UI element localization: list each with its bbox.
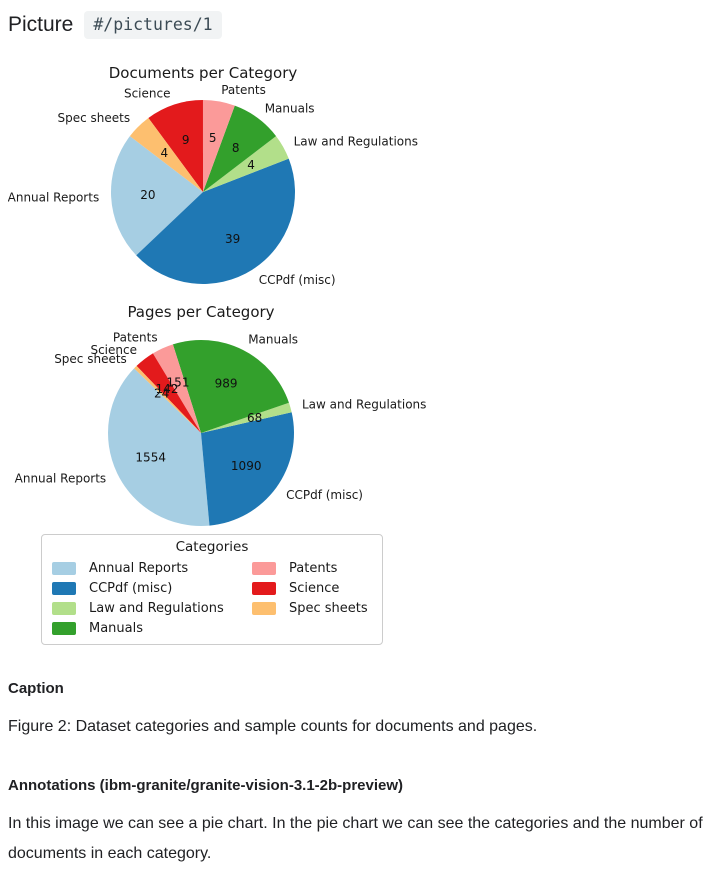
legend-swatch-patents bbox=[252, 561, 276, 575]
legend-label-science: Science bbox=[289, 580, 340, 596]
page: Picture #/pictures/1 Documents per Categ… bbox=[8, 10, 716, 869]
annotations-heading: Annotations (ibm-granite/granite-vision-… bbox=[8, 777, 404, 794]
pie-label-patents: Patents bbox=[221, 83, 266, 97]
pie-value-ccpdf-misc: 39 bbox=[225, 232, 240, 246]
pie-value-law-and-regulations: 68 bbox=[247, 411, 262, 425]
documents-per-category-pie-chart: Documents per Category 20 Annual Reports 39… bbox=[8, 64, 418, 287]
annotations-text: In this image we can see a pie chart. In… bbox=[8, 815, 703, 862]
legend-entry-ccpdf-misc: CCPdf (misc) bbox=[52, 578, 252, 598]
pie-value-ccpdf-misc: 1090 bbox=[231, 459, 262, 473]
legend-label-annual-reports: Annual Reports bbox=[89, 560, 189, 576]
pie-label-spec-sheets: Spec sheets bbox=[54, 352, 127, 366]
pie-slice-ccpdf-misc bbox=[201, 412, 294, 526]
pie-label-science: Science bbox=[90, 343, 137, 357]
pie-slice-manuals bbox=[203, 105, 277, 192]
pie-value-patents: 5 bbox=[209, 131, 217, 145]
figure-caption-text: Figure 2: Dataset categories and sample … bbox=[8, 718, 538, 735]
pie-slice-patents bbox=[152, 344, 201, 433]
pie-label-patents: Patents bbox=[113, 331, 158, 345]
pie-label-annual-reports: Annual Reports bbox=[8, 191, 99, 205]
legend-swatch-spec-sheets bbox=[252, 601, 276, 615]
pie-slice-science bbox=[148, 100, 203, 192]
picture-path-code: #/pictures/1 bbox=[84, 11, 222, 39]
legend-entry-law-and-regulations: Law and Regulations bbox=[52, 598, 252, 618]
pie-slice-annual-reports bbox=[108, 368, 210, 526]
pie-slice-spec-sheets bbox=[134, 365, 201, 433]
legend-swatch-science bbox=[252, 581, 276, 595]
documents-per-category-title: Documents per Category bbox=[109, 64, 298, 82]
legend-entry-patents: Patents bbox=[252, 558, 372, 578]
pie-slice-manuals bbox=[172, 339, 289, 433]
pie-value-annual-reports: 1554 bbox=[135, 450, 166, 464]
pie-value-manuals: 8 bbox=[232, 141, 240, 155]
pie-label-manuals: Manuals bbox=[248, 332, 298, 346]
pages-per-category-pie-chart: Pages per Category 1554 Annual Reports 1090… bbox=[15, 303, 426, 526]
pie-label-law-and-regulations: Law and Regulations bbox=[302, 397, 426, 411]
pie-slice-law-and-regulations bbox=[201, 402, 292, 433]
pie-value-manuals: 989 bbox=[215, 376, 238, 390]
pie-label-science: Science bbox=[124, 87, 171, 101]
pie-slice-patents bbox=[202, 99, 235, 192]
pie-value-patents: 151 bbox=[167, 375, 190, 389]
legend-grid: Annual Reports CCPdf (misc) Law and Regula… bbox=[52, 558, 372, 638]
pie-slice-annual-reports bbox=[110, 136, 203, 256]
pie-value-spec-sheets: 4 bbox=[160, 146, 168, 160]
pie-value-law-and-regulations: 4 bbox=[247, 158, 255, 172]
legend-label-spec-sheets: Spec sheets bbox=[289, 600, 368, 616]
legend-swatch-manuals bbox=[52, 621, 76, 635]
legend-entry-spec-sheets: Spec sheets bbox=[252, 598, 372, 618]
pie-value-annual-reports: 20 bbox=[140, 188, 155, 202]
pie-label-manuals: Manuals bbox=[265, 102, 315, 116]
pie-label-annual-reports: Annual Reports bbox=[15, 472, 107, 486]
pie-slice-ccpdf-misc bbox=[136, 158, 296, 285]
caption-heading: Caption bbox=[8, 680, 64, 697]
figure-image: Documents per Category 20 Annual Reports 39… bbox=[8, 60, 468, 645]
legend-label-law-and-regulations: Law and Regulations bbox=[89, 600, 224, 616]
pie-slice-law-and-regulations bbox=[203, 136, 289, 192]
picture-title: Picture bbox=[8, 13, 74, 36]
legend-swatch-annual-reports bbox=[52, 561, 76, 575]
picture-header: Picture #/pictures/1 bbox=[8, 10, 716, 40]
pie-label-law-and-regulations: Law and Regulations bbox=[294, 134, 418, 148]
pie-label-spec-sheets: Spec sheets bbox=[57, 111, 130, 125]
pie-value-science: 142 bbox=[156, 382, 179, 396]
legend-label-ccpdf-misc: CCPdf (misc) bbox=[89, 580, 173, 596]
pie-label-ccpdf-misc: CCPdf (misc) bbox=[286, 488, 363, 502]
legend-swatch-ccpdf-misc bbox=[52, 581, 76, 595]
legend-label-manuals: Manuals bbox=[89, 620, 144, 636]
legend-title: Categories bbox=[175, 539, 249, 555]
chart-legend: Categories Annual Reports CCPdf (misc) Law… bbox=[41, 534, 383, 645]
pie-label-ccpdf-misc: CCPdf (misc) bbox=[259, 273, 336, 287]
legend-label-patents: Patents bbox=[289, 560, 338, 576]
legend-entry-manuals: Manuals bbox=[52, 618, 252, 638]
legend-entry-annual-reports: Annual Reports bbox=[52, 558, 252, 578]
legend-swatch-law-and-regulations bbox=[52, 601, 76, 615]
pie-value-science: 9 bbox=[182, 133, 190, 147]
pie-slice-science bbox=[136, 353, 201, 433]
legend-entry-science: Science bbox=[252, 578, 372, 598]
pie-slice-spec-sheets bbox=[129, 117, 203, 192]
pie-value-spec-sheets: 24 bbox=[154, 387, 169, 401]
pages-per-category-title: Pages per Category bbox=[127, 303, 274, 321]
